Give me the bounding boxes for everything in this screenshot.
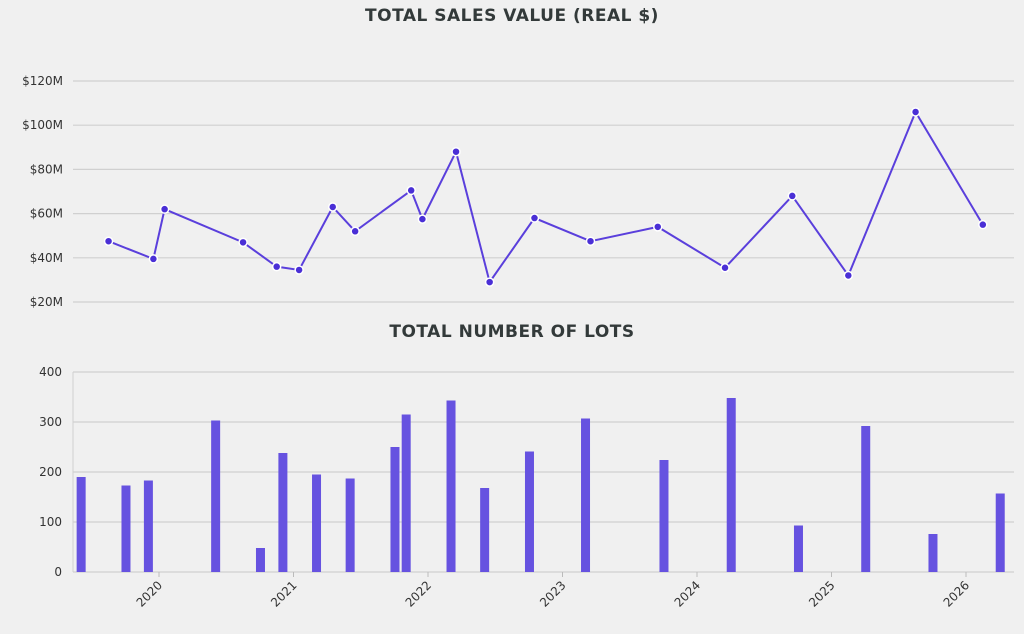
lots-bar: [726, 398, 736, 572]
x-tick-label: 2026: [941, 578, 972, 609]
y-tick-label: 400: [39, 365, 62, 379]
lots-bar: [928, 534, 938, 572]
x-tick-label: 2020: [134, 578, 165, 609]
y-tick-label: $120M: [22, 74, 63, 88]
lots-bar: [255, 548, 265, 572]
lots-chart-title: TOTAL NUMBER OF LOTS: [389, 322, 634, 342]
sales-point: [787, 191, 798, 201]
sales-point: [529, 213, 540, 223]
sales-grid: $20M $40M $60M $80M $100M $120M: [22, 74, 1014, 309]
lots-grid: 0 100 200 300 400: [39, 365, 1014, 579]
y-tick-label: 0: [54, 565, 62, 579]
lots-bar: [390, 447, 400, 572]
lots-bar: [446, 400, 456, 572]
lots-bar: [211, 420, 221, 572]
lots-bar: [995, 493, 1005, 572]
y-tick-label: 100: [39, 515, 62, 529]
lots-bar: [121, 485, 131, 572]
sales-point: [294, 265, 304, 275]
sales-line: [108, 109, 984, 285]
sales-point: [843, 270, 854, 281]
sales-point: [978, 219, 988, 230]
lots-bar: [659, 460, 669, 572]
y-tick-label: $60M: [30, 207, 63, 221]
lots-bar: [278, 453, 288, 572]
y-tick-label: 200: [39, 465, 62, 479]
y-tick-label: $80M: [30, 162, 63, 176]
lots-bar: [76, 477, 86, 572]
x-tick-label: 2022: [403, 578, 434, 609]
y-tick-label: $100M: [22, 118, 63, 132]
lots-bar: [345, 478, 355, 572]
sales-point: [910, 107, 921, 117]
y-tick-label: 300: [39, 415, 62, 429]
sales-chart-title: TOTAL SALES VALUE (REAL $): [365, 6, 659, 26]
lots-bar: [861, 426, 871, 572]
sales-line-series: [103, 107, 988, 287]
y-tick-label: $40M: [30, 251, 63, 265]
sales-point: [451, 146, 461, 157]
lots-bar: [312, 474, 322, 572]
x-tick-label: 2024: [672, 578, 703, 609]
sales-point: [350, 226, 360, 237]
y-tick-label: $20M: [30, 295, 63, 309]
sales-point: [720, 262, 730, 273]
lots-bar: [793, 525, 803, 572]
lots-bar: [401, 414, 411, 572]
sales-point: [484, 277, 495, 287]
x-tick-label: 2025: [806, 578, 837, 609]
lots-bar: [480, 488, 490, 572]
sales-point: [271, 261, 282, 272]
sales-point: [406, 185, 416, 196]
x-tick-label: 2023: [537, 578, 568, 609]
lots-bar: [524, 451, 534, 572]
lots-bar-series: [76, 398, 1005, 572]
sales-point: [238, 237, 248, 248]
lots-bar: [143, 480, 153, 572]
sales-point: [417, 214, 428, 224]
lots-bar: [581, 418, 591, 572]
sales-point: [103, 236, 114, 246]
sales-point: [148, 254, 159, 264]
lots-x-axis: 2020 2021 2022 2023 2024 2025 2026: [134, 572, 972, 610]
sales-point: [585, 236, 596, 246]
sales-point: [159, 204, 170, 214]
sales-point: [327, 202, 338, 212]
sales-point: [653, 222, 663, 232]
x-tick-label: 2021: [268, 578, 299, 609]
